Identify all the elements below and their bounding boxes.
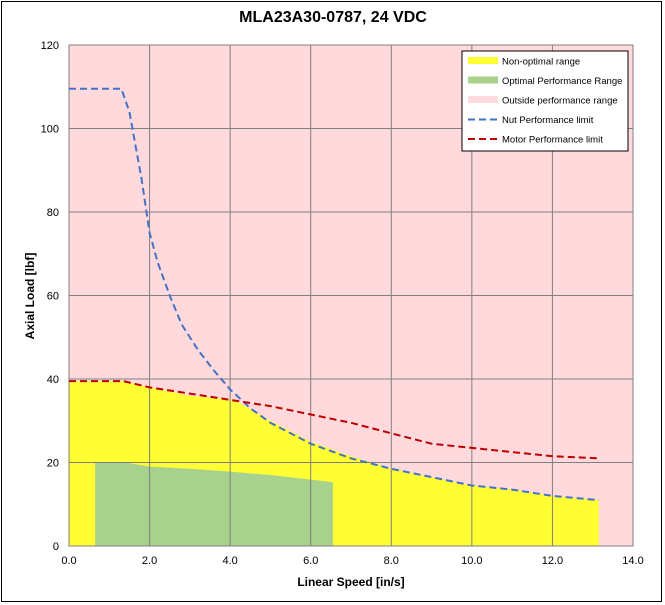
legend-swatch — [468, 57, 498, 64]
area-series-2 — [95, 462, 333, 546]
legend-label: Non-optimal range — [502, 57, 580, 68]
y-tick-label: 100 — [41, 124, 59, 136]
y-tick-label: 20 — [47, 458, 59, 470]
y-tick-label: 40 — [47, 374, 59, 386]
x-tick-label: 14.0 — [622, 555, 643, 567]
x-tick-label: 10.0 — [461, 555, 482, 567]
y-axis-title: Axial Load [lbf] — [23, 253, 37, 340]
legend-label: Outside performance range — [502, 96, 618, 107]
x-tick-label: 6.0 — [303, 555, 318, 567]
x-tick-label: 4.0 — [222, 555, 237, 567]
legend-label: Nut Performance limit — [502, 115, 594, 126]
plot-border — [68, 44, 634, 547]
line-series-1 — [69, 87, 599, 502]
legend-label: Optimal Performance Range — [502, 76, 622, 87]
x-tick-label: 0.0 — [61, 555, 76, 567]
y-tick-label: 60 — [47, 291, 59, 303]
chart-title: MLA23A30-0787, 24 VDC — [239, 9, 427, 26]
x-tick-label: 8.0 — [384, 555, 399, 567]
line-series-2 — [69, 380, 599, 460]
x-axis-title: Linear Speed [in/s] — [297, 575, 404, 589]
legend-label: Motor Performance limit — [502, 135, 603, 146]
x-tick-label: 12.0 — [542, 555, 563, 567]
y-tick-label: 120 — [41, 40, 59, 52]
legend-swatch — [468, 96, 498, 103]
legend-swatch — [468, 76, 498, 84]
y-tick-label: 80 — [47, 207, 59, 219]
y-tick-label: 0 — [53, 541, 59, 553]
x-tick-label: 2.0 — [142, 555, 157, 567]
